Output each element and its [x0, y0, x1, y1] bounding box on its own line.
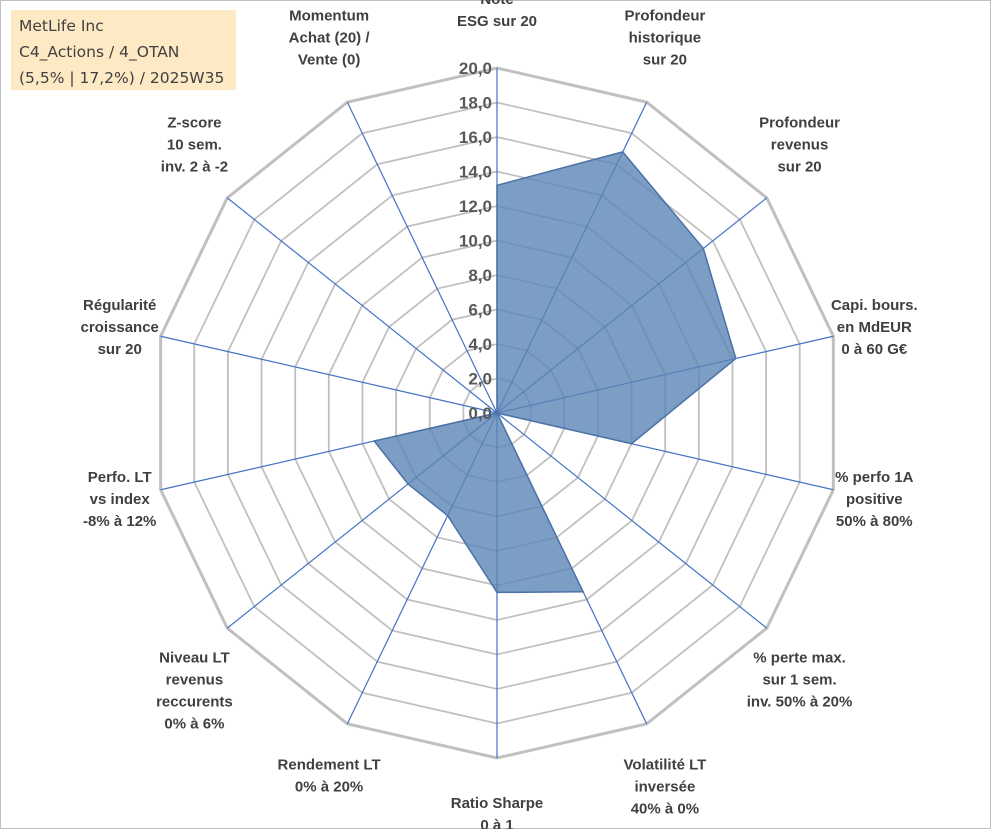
axis-label: % perfo 1A positive 50% à 80%: [835, 469, 914, 530]
data-point: [446, 514, 449, 517]
data-point: [496, 591, 498, 594]
data-point: [407, 483, 409, 485]
axis-label: % perte max. sur 1 sem. inv. 50% à 20%: [747, 649, 853, 710]
data-point: [735, 357, 737, 360]
info-box: MetLife Inc C4_Actions / 4_OTAN (5,5% | …: [11, 10, 236, 90]
axis-label: Profondeur revenus sur 20: [759, 115, 840, 176]
axis-label: Volatilité LT inversée 40% à 0%: [624, 757, 707, 818]
tick-label: 0,0: [468, 404, 492, 423]
data-point: [496, 412, 498, 414]
axis-label: Momentum Achat (20) / Vente (0): [289, 7, 371, 68]
data-point: [621, 151, 624, 153]
axis-label: Perfo. LT vs index -8% à 12%: [83, 469, 156, 530]
axis-label: NoteESG sur 20: [457, 0, 537, 30]
axis-spoke: [496, 412, 768, 629]
data-point: [702, 247, 705, 250]
tick-label: 18,0: [459, 94, 492, 113]
axis-spoke: [226, 197, 498, 414]
tick-label: 10,0: [459, 232, 492, 251]
data-point: [582, 590, 584, 593]
axis-label: Profondeur historique sur 20: [624, 7, 705, 68]
tick-label: 8,0: [468, 266, 492, 285]
data-point: [630, 442, 633, 445]
axis-label: Régularité croissance sur 20: [81, 297, 159, 358]
tick-label: 2,0: [468, 370, 492, 389]
axis-label: Rendement LT 0% à 20%: [278, 757, 381, 796]
data-point: [496, 184, 498, 187]
tick-label: 14,0: [459, 163, 492, 182]
tick-label: 20,0: [459, 59, 492, 78]
performance-week-label: (5,5% | 17,2%) / 2025W35: [19, 69, 225, 87]
tick-label: 12,0: [459, 197, 492, 216]
company-name: MetLife Inc: [19, 17, 104, 35]
axis-label: Z-score 10 sem. inv. 2 à -2: [161, 115, 228, 176]
axis-label: Ratio Sharpe 0 à 1: [451, 795, 544, 829]
portfolio-label: C4_Actions / 4_OTAN: [19, 43, 180, 61]
axis-spoke: [346, 101, 498, 414]
tick-label: 4,0: [468, 335, 492, 354]
tick-label: 6,0: [468, 301, 492, 320]
tick-label: 16,0: [459, 128, 492, 147]
data-point: [373, 440, 376, 442]
axis-spoke: [160, 335, 498, 414]
axis-label: Niveau LT revenus reccurents 0% à 6%: [156, 649, 233, 732]
axis-label: Capi. bours. en MdEUR 0 à 60 G€: [831, 297, 918, 358]
series-area: [372, 151, 737, 594]
